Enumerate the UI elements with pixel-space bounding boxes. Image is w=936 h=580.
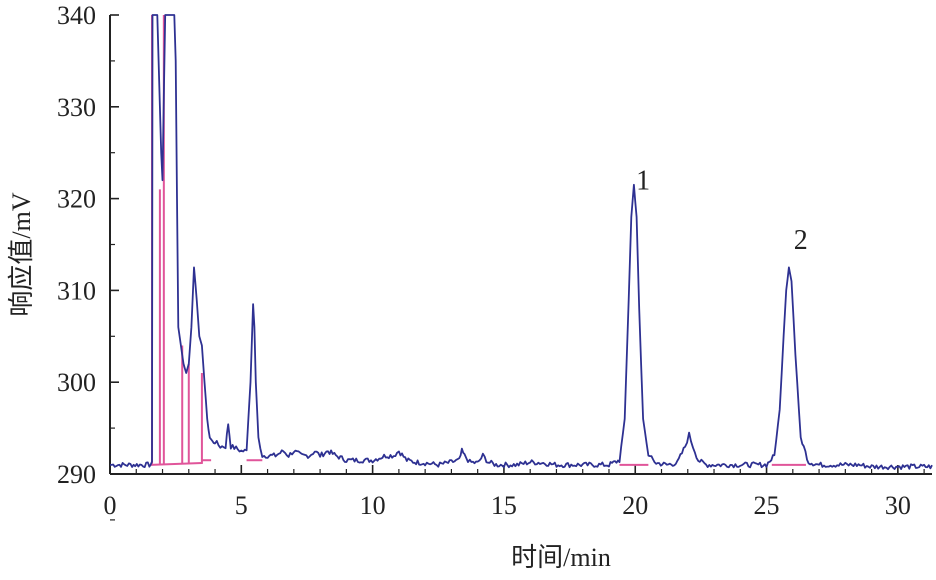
peak-label-2: 2 — [794, 225, 808, 256]
labels: 时间/min 响应值/mV 1 2 — [7, 165, 808, 572]
x-axis-title: 时间/min — [511, 543, 611, 572]
baseline-segment — [150, 461, 202, 466]
x-tick-label: 0 — [104, 491, 117, 520]
y-axis-title: 响应值/mV — [7, 192, 36, 316]
y-tick-label: 330 — [57, 93, 96, 122]
detector-signal — [110, 14, 933, 471]
x-tick-label: 25 — [754, 491, 780, 520]
peak-label-1: 1 — [636, 165, 650, 196]
y-tick-label: 310 — [57, 276, 96, 305]
x-tick-label: 20 — [622, 491, 648, 520]
y-tick-label: 300 — [57, 368, 96, 397]
y-tick-label: 340 — [57, 1, 96, 30]
signal-trace — [110, 14, 933, 471]
y-tick-label: 290 — [57, 460, 96, 489]
x-tick-label: 30 — [885, 491, 911, 520]
x-tick-label: 10 — [360, 491, 386, 520]
axes: 0 5 10 15 20 25 30 290 300 310 320 330 340 — [57, 1, 932, 521]
y-tick-label: 320 — [57, 185, 96, 214]
x-tick-label: 5 — [235, 491, 248, 520]
x-tick-label: 15 — [491, 491, 517, 520]
